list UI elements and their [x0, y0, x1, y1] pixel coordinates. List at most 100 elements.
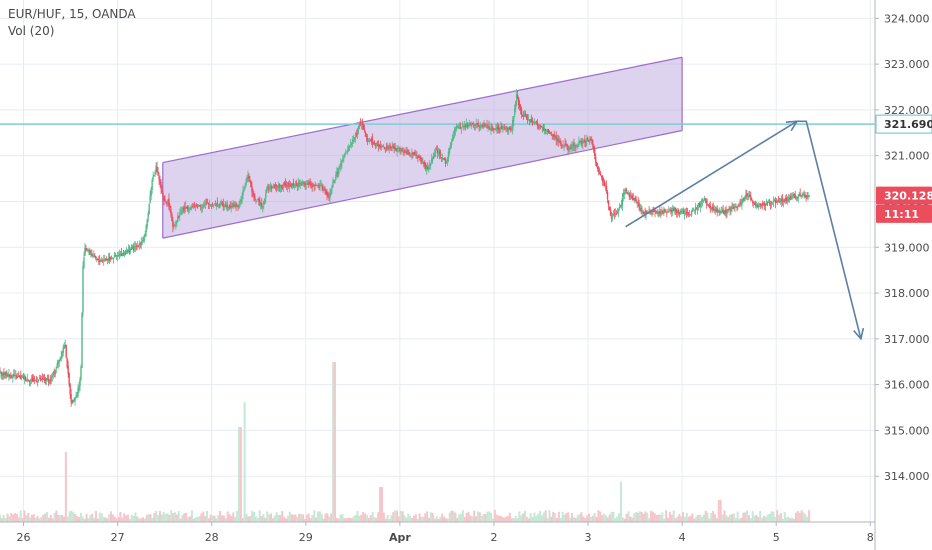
volume-bar	[209, 514, 212, 522]
price-tag-box	[875, 114, 932, 134]
volume-bar	[524, 510, 526, 522]
candle-body	[719, 212, 721, 214]
candle-body	[511, 128, 513, 130]
candle-body	[573, 143, 575, 146]
candle-body	[318, 185, 320, 188]
volume-bar	[349, 517, 351, 522]
candle-body	[60, 355, 62, 359]
volume-bar	[412, 515, 415, 522]
candle-body	[356, 128, 359, 136]
candle-body	[239, 200, 241, 203]
candle-body	[189, 208, 192, 210]
candle-body	[517, 97, 520, 106]
candle-body	[407, 152, 409, 154]
candle-body	[409, 152, 411, 154]
candle-body	[139, 243, 141, 245]
candle-body	[372, 142, 375, 144]
volume-bar	[636, 512, 639, 522]
candle-body	[337, 171, 339, 174]
symbol-title[interactable]: EUR/HUF, 15, OANDA	[8, 7, 136, 21]
volume-bar	[762, 515, 765, 522]
candle-body	[24, 376, 27, 381]
candle-body	[170, 208, 172, 214]
candle-body	[691, 209, 694, 212]
volume-bar	[422, 516, 425, 522]
candle-body	[600, 175, 603, 178]
volume-bar	[354, 514, 357, 522]
candle-body	[392, 145, 394, 148]
candle-body	[355, 132, 358, 135]
candle-body	[627, 193, 630, 194]
candle-body	[260, 204, 262, 206]
candle-body	[707, 204, 710, 206]
candle-body	[808, 194, 810, 198]
volume-bar	[85, 513, 88, 522]
volume-indicator-label[interactable]: Vol (20)	[8, 24, 55, 38]
candle-body	[709, 206, 712, 209]
volume-bar	[187, 517, 190, 522]
candle-body	[705, 200, 708, 204]
candle-body	[330, 189, 332, 195]
volume-bar	[324, 513, 327, 522]
volume-bar	[174, 512, 176, 522]
candle-body	[29, 379, 32, 382]
candle-body	[606, 191, 609, 200]
price-tag-box	[876, 204, 932, 223]
volume-bar	[730, 514, 733, 522]
volume-bar	[507, 515, 510, 522]
candle-body	[74, 398, 76, 401]
volume-bar	[94, 510, 97, 522]
candle-body	[51, 375, 54, 377]
candle-body	[753, 203, 755, 205]
volume-bar	[424, 513, 427, 522]
time-axis[interactable]: 26 27 28 29 Apr 2 3 4 5 8	[0, 521, 875, 544]
volume-bar	[17, 517, 20, 522]
candle-body	[757, 205, 759, 208]
candle-body	[150, 189, 152, 197]
candle-body	[564, 143, 566, 145]
candle-body	[415, 154, 417, 156]
volume-bar	[682, 512, 685, 522]
candle-body	[77, 388, 79, 396]
candle-body	[699, 203, 702, 208]
volume-bar	[168, 515, 171, 522]
candle-body	[163, 196, 165, 201]
candle-body	[737, 205, 739, 207]
volume-bar	[687, 516, 690, 522]
volume-bar	[576, 515, 579, 522]
volume-bar	[463, 516, 466, 522]
candle-body	[481, 125, 483, 127]
volume-bar	[130, 514, 133, 522]
candle-body	[391, 146, 393, 149]
candle-body	[340, 163, 342, 167]
volume-bar	[239, 427, 242, 522]
candle-body	[616, 212, 619, 214]
candle-body	[84, 248, 86, 257]
candle-body	[545, 129, 548, 131]
candle-body	[103, 260, 105, 262]
candle-body	[729, 210, 731, 212]
volume-bar	[533, 512, 536, 522]
candle-body	[619, 205, 622, 207]
candle-body	[34, 379, 37, 381]
volume-bar	[364, 513, 367, 522]
volume-bar	[12, 514, 15, 522]
volume-bar	[365, 514, 368, 522]
candle-body	[797, 195, 799, 199]
candle-body	[71, 400, 73, 404]
candle-body	[83, 257, 85, 268]
volume-bar	[665, 510, 668, 522]
candle-body	[473, 123, 475, 126]
candle-body	[542, 127, 545, 131]
candle-body	[712, 206, 714, 210]
candle-body	[493, 128, 495, 130]
candle-body	[58, 360, 60, 363]
candle-body	[498, 128, 500, 130]
candle-body	[357, 126, 360, 130]
volume-bar	[277, 514, 280, 522]
candle-body	[571, 145, 573, 149]
volume-bar	[6, 513, 9, 522]
volume-bar	[460, 513, 463, 522]
volume-bar	[345, 518, 348, 522]
volume-bar	[356, 510, 359, 522]
